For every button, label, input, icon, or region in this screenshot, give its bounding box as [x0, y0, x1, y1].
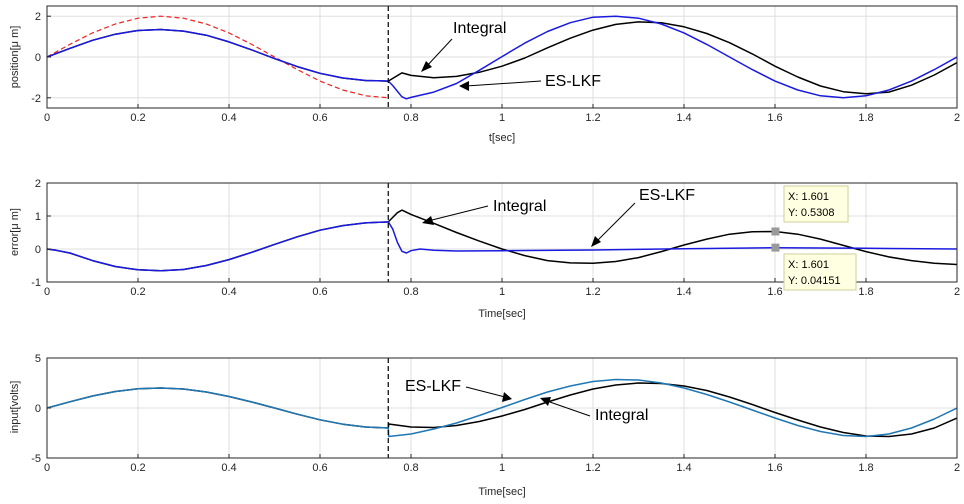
error-xlabel: Time[sec] [478, 308, 525, 320]
input-xlabel: Time[sec] [478, 486, 525, 498]
x-tick-label: 0.4 [221, 112, 236, 124]
x-tick-label: 1.6 [767, 286, 782, 298]
x-tick-label: 1 [499, 112, 505, 124]
datatip-marker[interactable] [771, 227, 780, 236]
x-tick-label: 1.8 [858, 286, 873, 298]
annotation-arrow [546, 400, 591, 417]
input-ylabel: input[volts] [9, 381, 21, 434]
arrowhead-icon [540, 397, 551, 406]
arrowhead-icon [421, 61, 432, 72]
x-tick-label: 1.6 [767, 462, 782, 474]
annotation-integral: Integral [453, 20, 506, 37]
series-line-2 [47, 378, 957, 438]
y-tick-label: 2 [35, 178, 41, 190]
x-tick-label: 1.2 [585, 286, 600, 298]
x-tick-label: 2 [954, 286, 960, 298]
annotation-eslkf: ES-LKF [545, 73, 601, 90]
series-line-2 [47, 221, 957, 272]
annotation-integral: Integral [493, 198, 546, 215]
x-tick-label: 0.2 [130, 112, 145, 124]
arrowhead-icon [459, 81, 469, 91]
x-tick-label: 1.4 [676, 286, 691, 298]
x-tick-label: 0.8 [403, 462, 418, 474]
series-line-3 [47, 15, 957, 100]
y-tick-label: 0 [35, 403, 41, 415]
x-tick-label: 2 [954, 462, 960, 474]
series-line-1 [47, 15, 389, 99]
x-tick-label: 0.2 [130, 462, 145, 474]
x-tick-label: 1.8 [858, 112, 873, 124]
y-tick-label: -5 [31, 453, 41, 465]
datatip-marker[interactable] [771, 243, 780, 252]
datatip-y: Y: 0.04151 [788, 275, 841, 287]
x-tick-label: 1.6 [767, 112, 782, 124]
x-tick-label: 0 [44, 286, 50, 298]
arrowhead-icon [502, 392, 512, 402]
x-tick-label: 0.6 [312, 112, 327, 124]
annotation-eslkf: ES-LKF [405, 378, 461, 395]
arrowhead-icon [422, 216, 434, 225]
position-annotations: Integral ES-LKF [421, 20, 601, 91]
y-tick-label: 2 [35, 11, 41, 23]
x-tick-label: 1.8 [858, 462, 873, 474]
x-tick-label: 0.2 [130, 286, 145, 298]
annotation-eslkf: ES-LKF [639, 187, 695, 204]
datatip-x: X: 1.601 [788, 191, 829, 203]
arrowhead-icon [591, 236, 601, 247]
x-tick-label: 1.2 [585, 112, 600, 124]
x-tick-label: 0.6 [312, 462, 327, 474]
x-tick-label: 0.4 [221, 462, 236, 474]
error-ylabel: error[μ m] [9, 208, 21, 256]
position-xlabel: t[sec] [489, 132, 515, 144]
x-tick-label: 1.2 [585, 462, 600, 474]
x-tick-label: 0.8 [403, 112, 418, 124]
annotation-arrow [465, 386, 506, 398]
position-panel: position[μ m] t[sec] 0 0.2 0.4 0.6 0.8 1 1.2 1.… [9, 5, 960, 144]
x-tick-label: 0.6 [312, 286, 327, 298]
datatip-box [783, 253, 857, 291]
x-tick-label: 2 [954, 112, 960, 124]
x-tick-label: 1.4 [676, 462, 691, 474]
y-tick-label: 5 [35, 353, 41, 365]
x-tick-label: 1.4 [676, 112, 691, 124]
error-annotations: Integral ES-LKF [422, 187, 695, 247]
x-tick-label: 1 [499, 462, 505, 474]
x-tick-label: 0 [44, 112, 50, 124]
annotation-arrow [424, 38, 453, 69]
y-tick-label: 0 [35, 244, 41, 256]
datatip-x: X: 1.601 [788, 259, 829, 271]
x-tick-label: 0 [44, 462, 50, 474]
y-tick-label: -1 [31, 277, 41, 289]
position-ylabel: position[μ m] [9, 26, 21, 89]
y-tick-label: 1 [35, 211, 41, 223]
input-panel: input[volts] Time[sec] 0 0.2 0.4 0.6 0.8 1 1.2… [9, 353, 960, 498]
annotation-integral: Integral [595, 407, 648, 424]
datatip-y: Y: 0.5308 [788, 207, 835, 219]
annotation-arrow [595, 202, 636, 243]
annotation-arrow [427, 205, 489, 222]
y-tick-label: -2 [31, 93, 41, 105]
annotation-arrow [465, 80, 542, 87]
x-tick-label: 1 [499, 286, 505, 298]
y-tick-label: 0 [35, 52, 41, 64]
x-tick-label: 0.4 [221, 286, 236, 298]
input-annotations: ES-LKF Integral [405, 378, 648, 424]
datatip-1[interactable]: X: 1.601 Y: 0.5308 [783, 185, 849, 223]
datatip-box [783, 185, 849, 223]
x-tick-label: 0.8 [403, 286, 418, 298]
datatip-2[interactable]: X: 1.601 Y: 0.04151 [783, 253, 857, 291]
